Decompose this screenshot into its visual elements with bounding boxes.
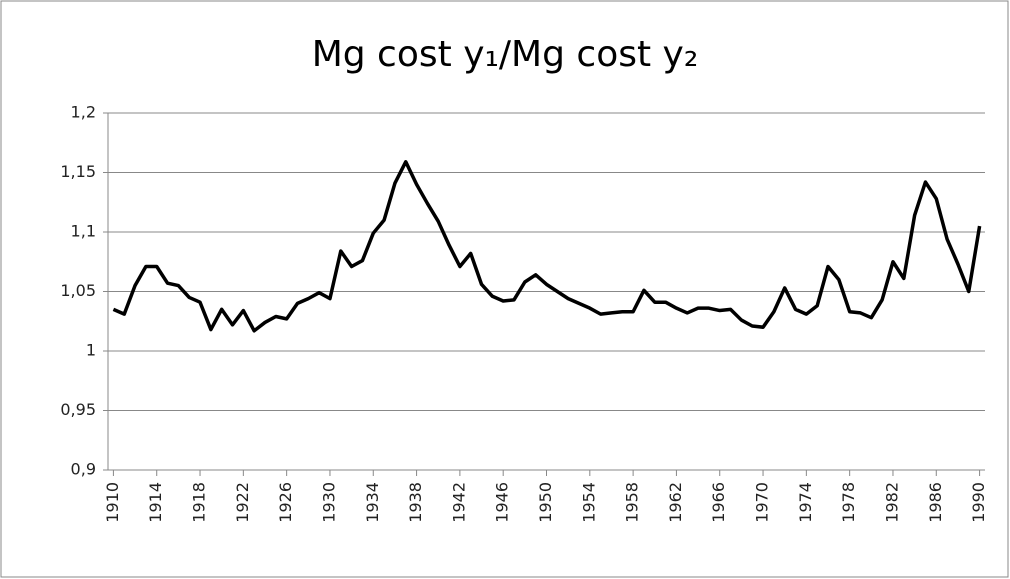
x-tick-label: 1934 bbox=[363, 482, 382, 523]
x-tick-label: 1978 bbox=[839, 482, 858, 523]
y-tick-label: 1,15 bbox=[60, 162, 96, 181]
y-tick-label: 0,9 bbox=[71, 460, 96, 479]
y-tick-label: 1,1 bbox=[71, 222, 96, 241]
y-tick-label: 1 bbox=[86, 341, 96, 360]
x-tick-label: 1910 bbox=[103, 482, 122, 523]
x-tick-label: 1926 bbox=[276, 482, 295, 523]
x-tick-label: 1982 bbox=[882, 482, 901, 523]
x-tick-label: 1914 bbox=[146, 482, 165, 523]
x-tick-label: 1986 bbox=[926, 482, 945, 523]
x-tick-label: 1958 bbox=[623, 482, 642, 523]
x-tick-label: 1922 bbox=[233, 482, 252, 523]
data-line bbox=[112, 160, 982, 333]
y-tick-label: 1,05 bbox=[60, 281, 96, 300]
x-tick-label: 1950 bbox=[536, 482, 555, 523]
x-tick-label: 1990 bbox=[969, 482, 988, 523]
x-tick-label: 1918 bbox=[190, 482, 209, 523]
x-tick-label: 1930 bbox=[319, 482, 338, 523]
y-tick-label: 1,2 bbox=[71, 103, 96, 122]
x-tick-label: 1970 bbox=[753, 482, 772, 523]
x-tick-label: 1938 bbox=[406, 482, 425, 523]
y-tick-label: 0,95 bbox=[60, 400, 96, 419]
x-tick-label: 1954 bbox=[579, 482, 598, 523]
x-tick-label: 1962 bbox=[666, 482, 685, 523]
x-tick-label: 1942 bbox=[449, 482, 468, 523]
x-tick-label: 1966 bbox=[709, 482, 728, 523]
x-tick-label: 1974 bbox=[796, 482, 815, 523]
x-tick-label: 1946 bbox=[493, 482, 512, 523]
chart-title: Mg cost y₁/Mg cost y₂ bbox=[312, 34, 699, 75]
